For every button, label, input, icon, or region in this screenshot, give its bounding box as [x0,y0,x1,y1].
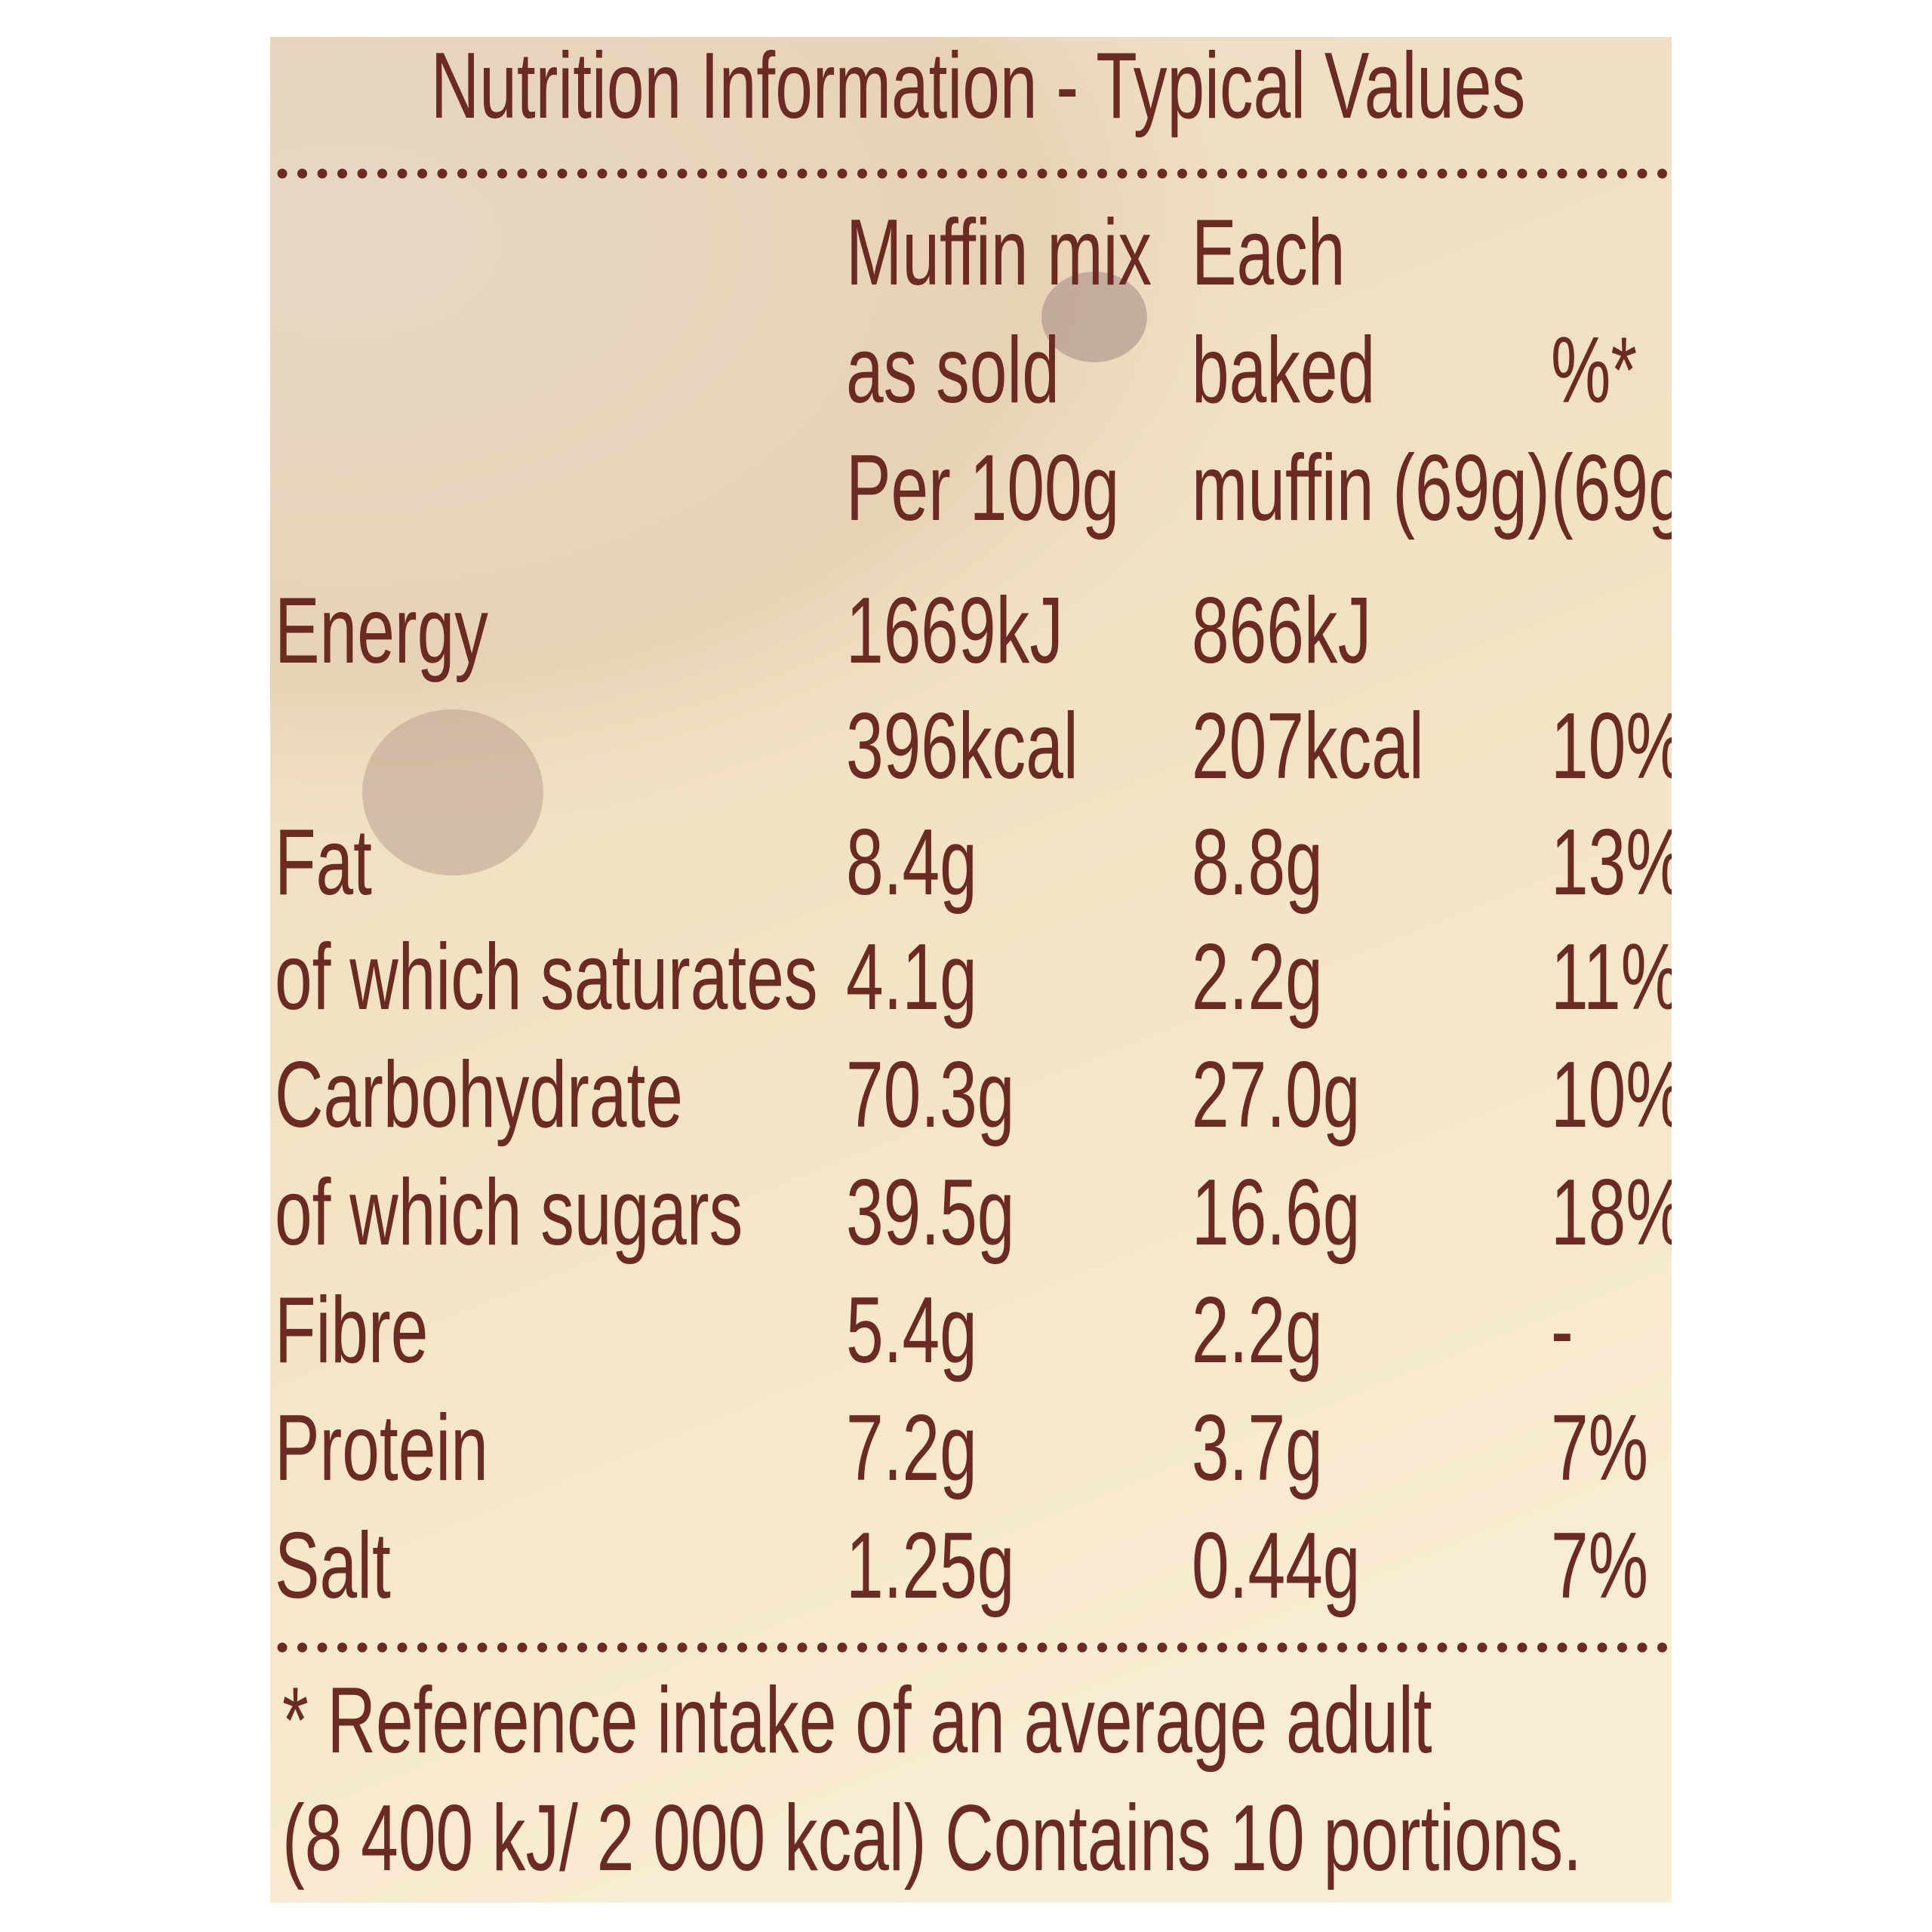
cell-value: 16.6g [1192,1160,1360,1265]
cell-value: 10% [1551,1042,1686,1147]
cell-value: 3.7g [1192,1395,1323,1500]
raisin [1041,272,1147,362]
cell-value: 5.4g [846,1278,977,1383]
row-label: Fat [275,810,372,915]
row-label: of which sugars [275,1160,743,1265]
cell-value: 1.25g [846,1513,1014,1618]
column-header: as sold [846,318,1060,423]
background [270,37,1672,1903]
column-header: %* [1551,318,1637,423]
footnote: (8 400 kJ/ 2 000 kcal) Contains 10 porti… [282,1786,1582,1890]
column-header: (69g) [1551,435,1708,540]
cell-value: 0.44g [1192,1513,1360,1618]
cell-value: 70.3g [846,1042,1014,1147]
cell-value: 207kcal [1192,694,1424,798]
cell-value: 1669kJ [846,578,1063,683]
title: Nutrition Information - Typical Values [431,33,1525,138]
row-label: Salt [275,1513,391,1618]
raisin [362,709,543,875]
cell-value: 18% [1551,1160,1686,1265]
content: Nutrition Information - Typical Values Mu… [275,33,1708,1890]
cell-value: 8.8g [1192,810,1323,915]
row-label: Protein [275,1395,488,1500]
row-label: Carbohydrate [275,1042,683,1147]
cell-value: 10% [1551,694,1686,798]
row-label: Fibre [275,1278,428,1383]
cell-value: 8.4g [846,810,977,915]
cell-value: 866kJ [1192,578,1371,683]
row-label: Energy [275,578,488,683]
cell-value: 11% [1551,924,1681,1029]
cell-value: 7% [1551,1513,1648,1618]
column-header: muffin (69g) [1192,435,1550,540]
cell-value: 39.5g [846,1160,1014,1265]
cell-value: - [1551,1278,1574,1383]
cell-value: 27.0g [1192,1042,1360,1147]
cell-value: 7.2g [846,1395,977,1500]
column-header: Each [1192,200,1345,305]
cell-value: 4.1g [846,924,977,1029]
column-header: baked [1192,318,1375,423]
column-header: Per 100g [846,435,1119,540]
cell-value: 13% [1551,810,1686,915]
column-header: Muffin mix [846,200,1152,305]
footnote: * Reference intake of an average adult [282,1668,1432,1773]
cell-value: 7% [1551,1395,1648,1500]
cell-value: 2.2g [1192,1278,1323,1383]
row-label: of which saturates [275,924,817,1029]
muffin-image [270,37,1509,981]
cell-value: 2.2g [1192,924,1323,1029]
cell-value: 396kcal [846,694,1078,798]
